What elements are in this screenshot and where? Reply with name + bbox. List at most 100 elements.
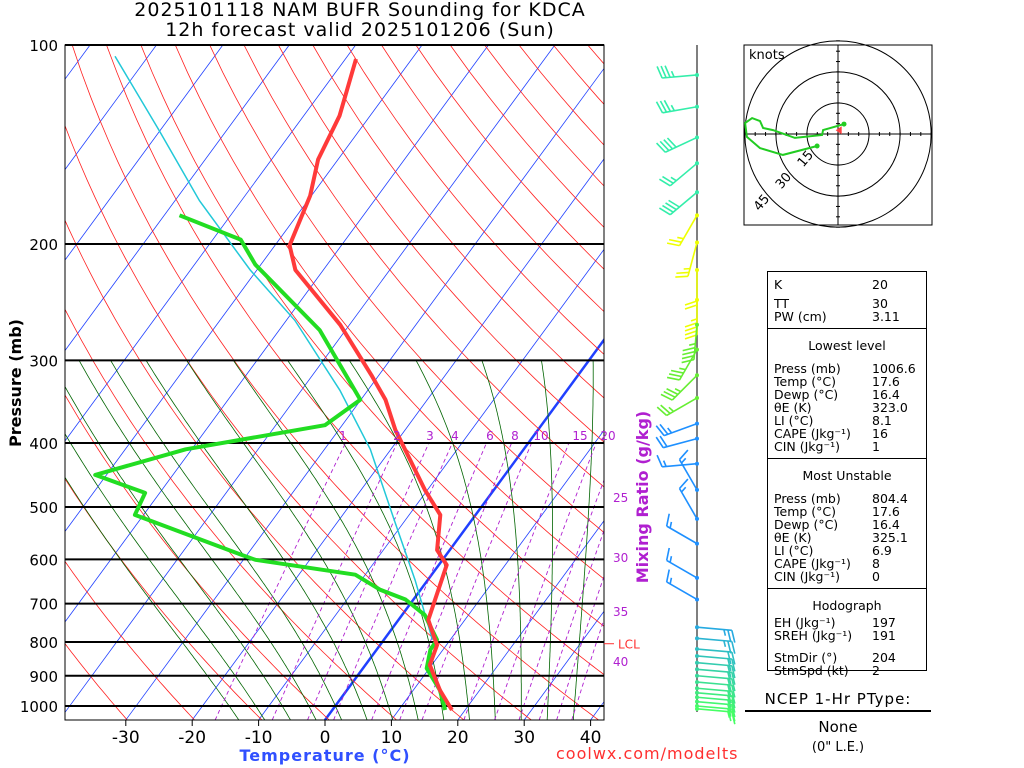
barb-flag <box>662 175 674 184</box>
stat-label: TT <box>774 296 790 311</box>
stat-label: SREH (Jkg⁻¹) <box>774 628 853 643</box>
stat-value: 2 <box>872 663 880 678</box>
barb-flag <box>731 672 736 685</box>
barb-shaft <box>664 136 698 153</box>
stat-row: LI (°C) 8.1 <box>774 414 926 427</box>
dry-adiabat <box>312 45 604 399</box>
barb-flag <box>666 388 679 396</box>
barb-flag <box>659 100 668 113</box>
pressure-tick-label: 1000 <box>20 698 58 716</box>
stat-label: K <box>774 277 783 292</box>
barb-flag <box>731 658 736 672</box>
section-heading: Most Unstable <box>802 468 892 483</box>
dry-adiabat <box>65 642 128 720</box>
stat-label: Dewp (°C) <box>774 387 839 402</box>
moist-adiabat <box>186 360 393 720</box>
temperature-tick-label: 20 <box>447 728 469 748</box>
barb-dot <box>695 516 699 521</box>
stat-row: StmSpd (kt) 2 <box>774 664 926 677</box>
dry-adiabat <box>65 124 532 720</box>
wind-barb <box>695 706 736 725</box>
stat-value: 323.0 <box>872 400 908 415</box>
barb-shaft <box>687 242 698 277</box>
wind-barbs <box>655 45 736 725</box>
barb-half-flag <box>667 427 673 434</box>
barb-shaft <box>696 681 732 686</box>
barb-flag <box>665 569 671 583</box>
stat-value: 16.4 <box>872 517 900 532</box>
barb-flag <box>684 304 698 310</box>
section-heading: Hodograph <box>812 598 882 613</box>
storm-motion-marker <box>835 126 842 135</box>
barb-flag <box>658 178 671 187</box>
stat-label: StmDir (°) <box>774 650 838 665</box>
stat-row: LI (°C) 6.9 <box>774 544 926 557</box>
hodograph-units-label: knots <box>749 48 785 63</box>
barb-shaft <box>666 525 698 545</box>
barb-dot <box>695 699 699 704</box>
wind-barb <box>695 647 736 665</box>
temperature-tick-label: 10 <box>381 728 403 748</box>
temperature-tick-label: -10 <box>245 728 273 748</box>
barb-shaft <box>696 705 732 710</box>
mixing-ratio-line <box>333 442 453 720</box>
barb-half-flag <box>669 521 673 529</box>
barb-flag <box>731 641 736 654</box>
barb-shaft <box>696 626 732 632</box>
barb-half-flag <box>680 457 687 464</box>
stat-row: Press (mb) 804.4 <box>774 492 926 505</box>
isotherm <box>65 45 423 533</box>
wind-barb <box>678 449 699 492</box>
barb-dot <box>695 636 699 641</box>
barb-shaft <box>662 437 698 449</box>
barb-shaft <box>662 105 698 114</box>
wind-barb <box>665 547 699 580</box>
hodograph-end-dot <box>814 143 820 149</box>
stat-row: Dewp (°C) 16.4 <box>774 518 926 531</box>
barb-half-flag <box>680 486 687 493</box>
barb-flag <box>656 66 663 79</box>
wind-barb <box>695 667 736 685</box>
stat-row: Press (mb) 1006.6 <box>774 362 926 375</box>
stat-label: θE (K) <box>774 530 812 545</box>
barb-dot <box>695 322 699 327</box>
isotherm <box>457 520 604 720</box>
barb-flag <box>681 358 695 364</box>
barb-dot <box>695 268 699 273</box>
stat-row: PW (cm) 3.11 <box>774 310 926 323</box>
barb-flag <box>656 406 668 417</box>
dry-adiabat <box>65 560 195 720</box>
mixing-ratio-label: 25 <box>613 491 628 505</box>
barb-flag <box>663 99 672 112</box>
stat-label: CAPE (Jkg⁻¹) <box>774 556 851 571</box>
mixing-ratio-label: 40 <box>613 655 628 669</box>
stat-label: LI (°C) <box>774 413 814 428</box>
barb-shaft <box>663 422 698 437</box>
most-unstable-section: Most Unstable Press (mb) 804.4 Temp (°C) 17… <box>768 459 926 589</box>
dry-adiabat <box>65 478 263 720</box>
wind-barb <box>666 213 699 247</box>
dry-adiabat <box>243 45 604 488</box>
stat-label: CIN (Jkg⁻¹) <box>774 569 840 584</box>
mixing-ratio-label: 35 <box>613 605 628 619</box>
barb-dot <box>695 680 699 685</box>
barb-half-flag <box>662 460 667 467</box>
wind-barb <box>665 513 699 546</box>
barb-shaft <box>696 687 732 693</box>
stat-label: Temp (°C) <box>774 504 837 519</box>
stat-value: 16 <box>872 426 888 441</box>
barb-dot <box>695 660 699 665</box>
mixing-ratio-line <box>371 442 487 720</box>
barb-flag <box>656 142 666 153</box>
hodograph-section: Hodograph EH (Jkg⁻¹) 197 SREH (Jkg⁻¹) 191 St… <box>768 589 926 682</box>
stat-row: Temp (°C) 17.6 <box>774 375 926 388</box>
barb-flag <box>656 454 663 468</box>
barb-flag <box>731 684 736 698</box>
dry-adiabat <box>278 45 604 443</box>
isotherm <box>65 45 489 623</box>
barb-dot <box>695 704 699 708</box>
temperature-tick-label: -20 <box>178 728 206 748</box>
barb-flag <box>727 699 732 713</box>
wind-barb <box>655 435 699 449</box>
